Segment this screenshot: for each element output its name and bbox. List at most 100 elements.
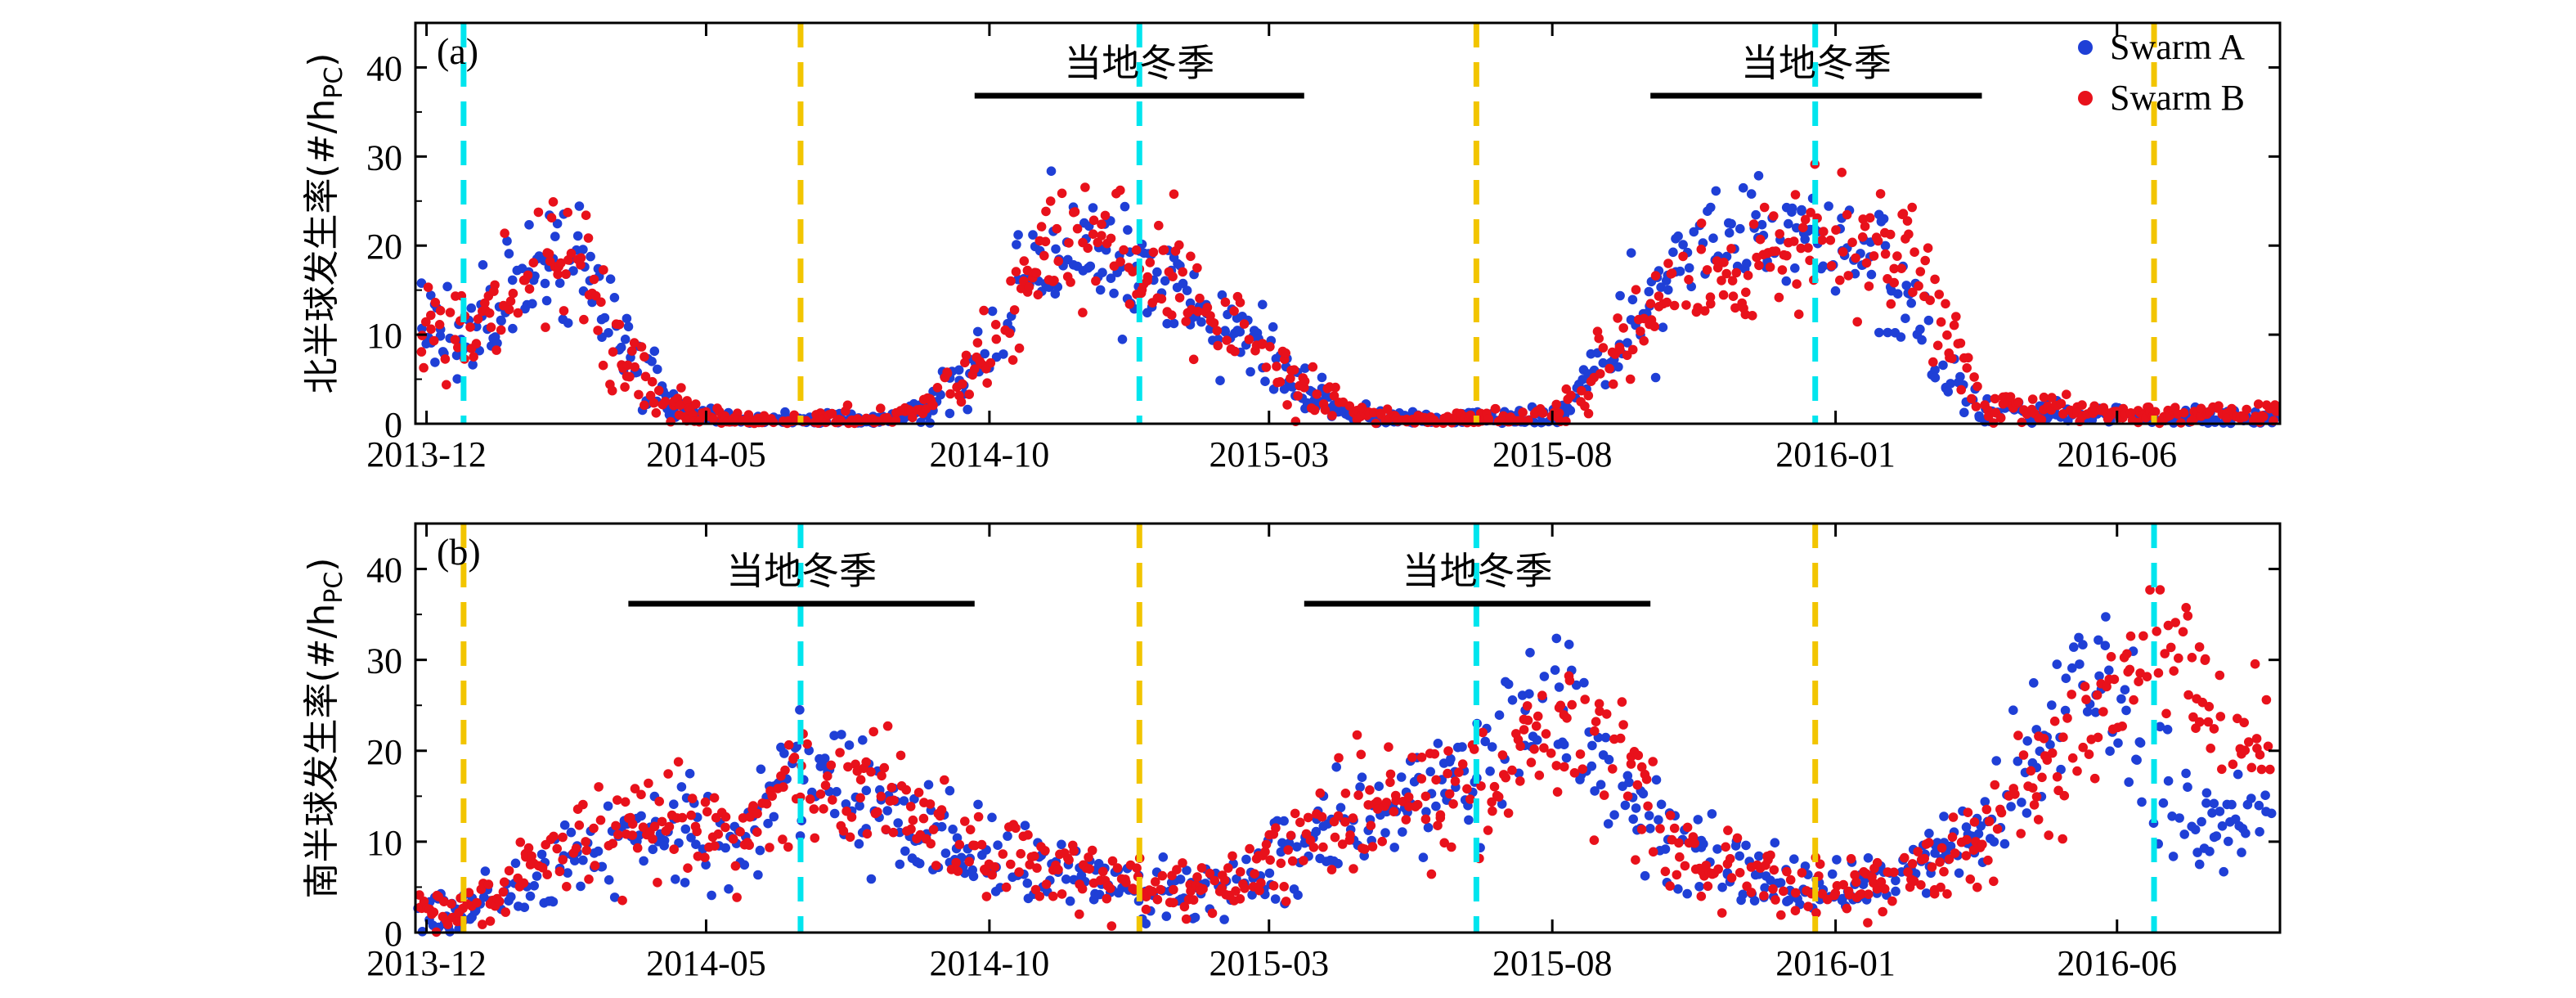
point-swarm-b	[879, 762, 890, 773]
point-swarm-b	[627, 819, 638, 829]
point-swarm-b	[1929, 888, 1940, 899]
point-swarm-b	[1011, 823, 1021, 834]
point-swarm-b	[636, 342, 647, 352]
point-swarm-b	[546, 213, 557, 223]
point-swarm-a	[1423, 822, 1434, 833]
point-swarm-b	[1168, 272, 1178, 281]
point-swarm-a	[1757, 219, 1767, 230]
point-swarm-b	[1006, 859, 1016, 870]
point-swarm-b	[752, 827, 762, 837]
point-swarm-b	[549, 831, 559, 842]
point-swarm-a	[739, 860, 750, 870]
point-swarm-a	[841, 799, 851, 809]
point-swarm-b	[1132, 863, 1142, 873]
point-swarm-b	[2163, 620, 2174, 631]
point-swarm-b	[589, 823, 599, 834]
point-swarm-b	[931, 861, 941, 870]
point-swarm-a	[1738, 889, 1748, 900]
point-swarm-b	[1286, 373, 1295, 384]
point-swarm-b	[1552, 787, 1563, 797]
point-swarm-b	[982, 378, 992, 389]
y-tick-label: 40	[366, 48, 402, 88]
point-swarm-a	[819, 753, 830, 763]
point-swarm-b	[596, 297, 606, 308]
point-swarm-b	[1337, 839, 1348, 849]
point-swarm-b	[2174, 653, 2183, 663]
point-swarm-b	[419, 897, 429, 906]
point-swarm-b	[991, 334, 1002, 344]
point-swarm-b	[1825, 235, 1836, 245]
point-swarm-b	[855, 775, 866, 784]
point-swarm-b	[673, 757, 684, 767]
point-swarm-b	[589, 274, 599, 285]
point-swarm-a	[2254, 800, 2264, 811]
point-swarm-b	[584, 874, 594, 884]
point-swarm-a	[1753, 171, 1764, 181]
point-swarm-b	[1268, 881, 1279, 891]
point-swarm-b	[1721, 842, 1730, 852]
point-swarm-b	[1618, 323, 1628, 333]
point-swarm-b	[964, 856, 974, 867]
point-swarm-b	[1861, 258, 1872, 268]
x-tick-label: 2016-06	[2057, 943, 2177, 983]
point-swarm-b	[1983, 855, 1993, 865]
point-swarm-b	[1969, 817, 1980, 827]
point-swarm-a	[1945, 379, 1955, 389]
point-swarm-b	[1053, 865, 1063, 874]
point-swarm-a	[680, 878, 690, 888]
point-swarm-b	[1604, 363, 1614, 374]
point-swarm-a	[1287, 382, 1298, 392]
point-swarm-a	[963, 404, 972, 415]
point-swarm-b	[960, 816, 970, 826]
point-swarm-b	[1098, 866, 1108, 877]
point-swarm-b	[1741, 287, 1751, 298]
point-swarm-b	[1141, 904, 1151, 915]
point-swarm-b	[1031, 267, 1042, 278]
panel-label: (b)	[437, 531, 481, 573]
point-swarm-b	[1188, 354, 1199, 365]
point-swarm-b	[1088, 215, 1099, 226]
y-tick-label: 20	[366, 732, 402, 772]
point-swarm-b	[464, 888, 474, 897]
point-swarm-b	[640, 400, 649, 411]
point-swarm-a	[1065, 896, 1075, 906]
point-swarm-a	[559, 820, 570, 830]
point-swarm-b	[1290, 808, 1300, 819]
point-swarm-b	[647, 376, 657, 387]
point-swarm-a	[502, 236, 512, 246]
point-swarm-b	[1426, 869, 1437, 879]
point-swarm-b	[1178, 858, 1187, 868]
point-swarm-b	[1726, 244, 1736, 254]
point-swarm-b	[1908, 287, 1918, 298]
point-swarm-b	[486, 322, 496, 332]
point-swarm-b	[1851, 877, 1861, 888]
point-swarm-a	[593, 846, 604, 856]
point-swarm-b	[2194, 642, 2205, 652]
point-swarm-a	[676, 782, 687, 792]
point-swarm-b	[450, 335, 460, 345]
point-swarm-a	[2047, 700, 2057, 710]
point-swarm-b	[1389, 807, 1399, 816]
point-swarm-a	[536, 849, 547, 860]
point-swarm-a	[1660, 844, 1671, 854]
y-tick-label: 30	[366, 641, 402, 681]
point-swarm-a	[1991, 756, 2001, 766]
point-swarm-b	[1142, 276, 1152, 286]
point-swarm-b	[1519, 725, 1529, 735]
point-swarm-b	[439, 897, 449, 906]
point-swarm-a	[540, 278, 550, 289]
point-swarm-b	[1654, 291, 1664, 301]
point-swarm-a	[605, 274, 616, 285]
point-swarm-b	[1239, 319, 1250, 329]
point-swarm-a	[2168, 852, 2179, 861]
point-swarm-a	[1656, 799, 1667, 810]
point-swarm-a	[1626, 248, 1636, 258]
point-swarm-a	[1270, 894, 1281, 904]
point-swarm-a	[1178, 278, 1188, 289]
point-swarm-b	[1412, 799, 1423, 810]
point-swarm-b	[651, 408, 662, 418]
point-swarm-b	[1303, 812, 1313, 823]
x-tick-label: 2015-08	[1492, 434, 1613, 474]
point-swarm-b	[1792, 279, 1802, 290]
point-swarm-a	[1863, 853, 1874, 863]
